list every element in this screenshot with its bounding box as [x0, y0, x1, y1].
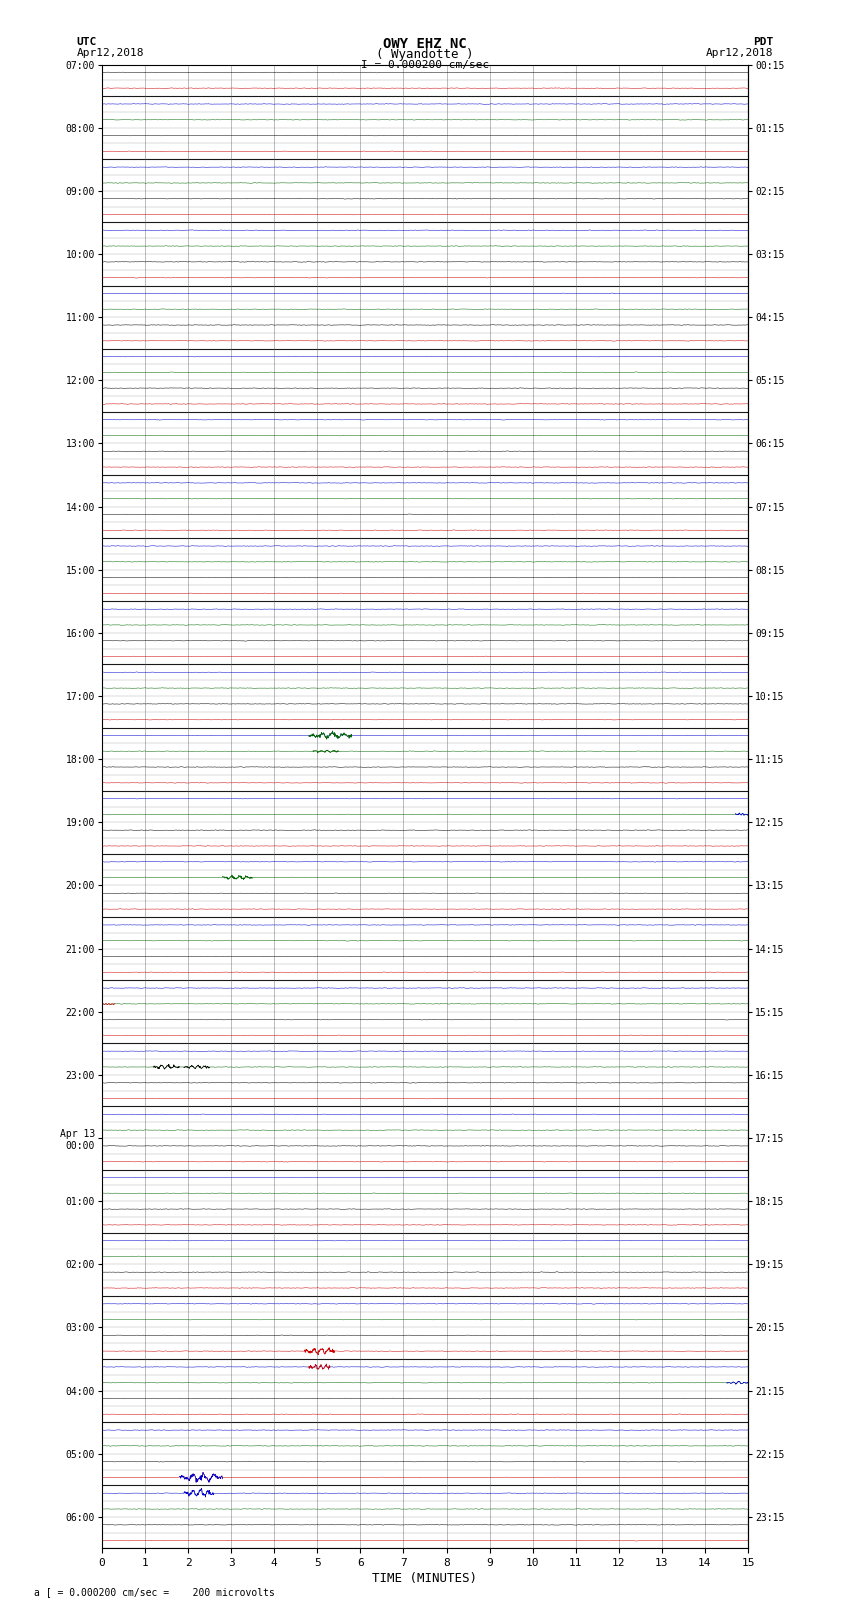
Text: ( Wyandotte ): ( Wyandotte ): [377, 48, 473, 61]
Text: I = 0.000200 cm/sec: I = 0.000200 cm/sec: [361, 60, 489, 69]
Text: Apr12,2018: Apr12,2018: [706, 48, 774, 58]
Text: PDT: PDT: [753, 37, 774, 47]
Text: OWY EHZ NC: OWY EHZ NC: [383, 37, 467, 52]
Text: Apr12,2018: Apr12,2018: [76, 48, 144, 58]
X-axis label: TIME (MINUTES): TIME (MINUTES): [372, 1573, 478, 1586]
Text: UTC: UTC: [76, 37, 97, 47]
Text: a [ = 0.000200 cm/sec =    200 microvolts: a [ = 0.000200 cm/sec = 200 microvolts: [34, 1587, 275, 1597]
